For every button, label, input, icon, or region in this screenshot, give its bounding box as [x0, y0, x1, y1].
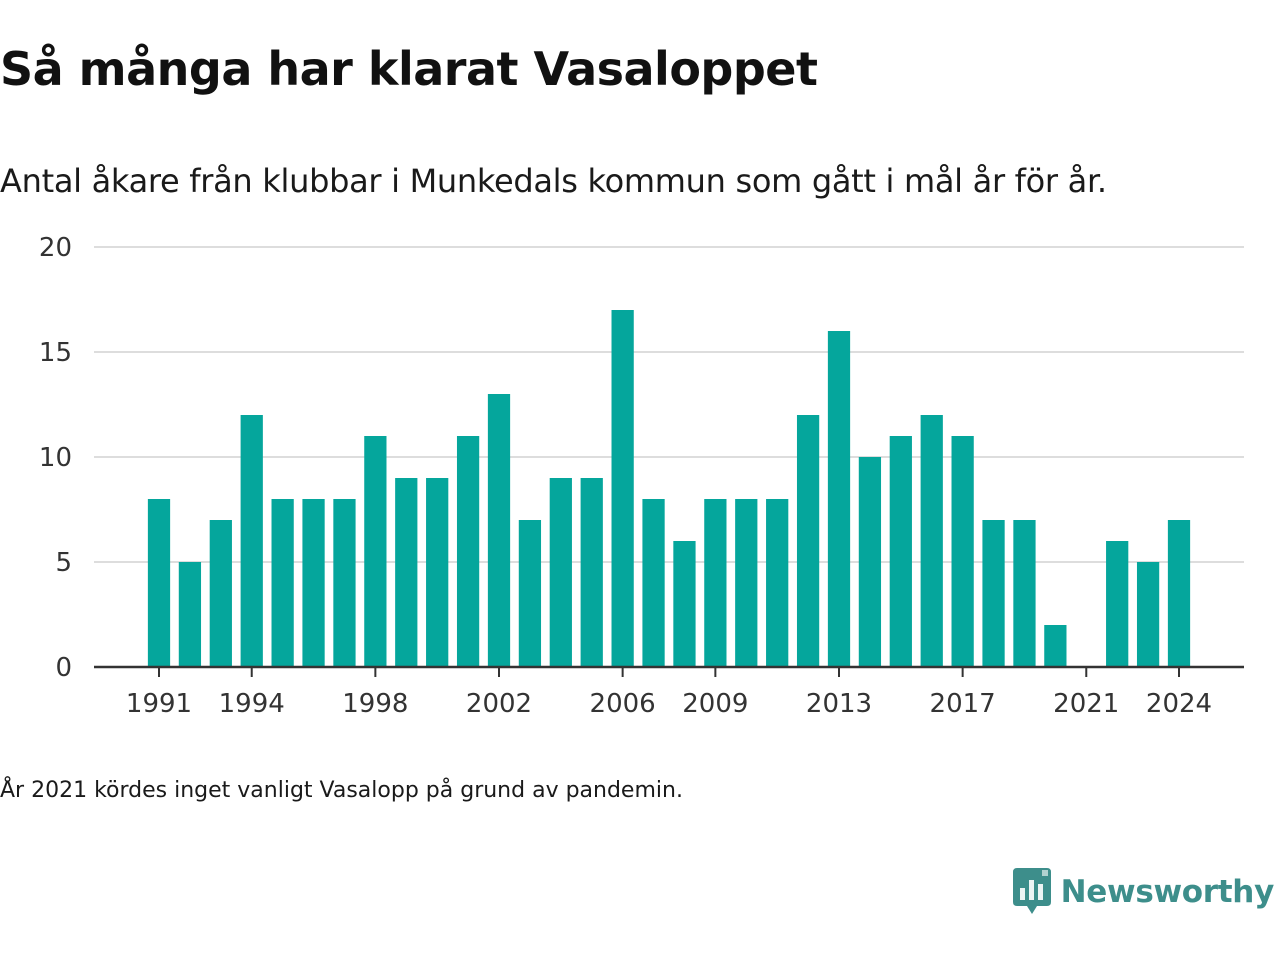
y-tick-label: 0: [55, 653, 72, 683]
y-tick-label: 10: [39, 443, 72, 473]
chart-subtitle: Antal åkare från klubbar i Munkedals kom…: [0, 162, 1107, 200]
x-axis-labels: 1991 1994 1998 2002 2006 2009 2013 2017 2021 2024: [126, 689, 1212, 719]
x-tick-label: 2021: [1053, 689, 1119, 719]
y-tick-label: 5: [55, 548, 72, 578]
bar: [642, 499, 665, 667]
y-tick-label: 20: [39, 233, 72, 263]
x-tick-label: 1994: [219, 689, 285, 719]
bar: [704, 499, 727, 667]
bar: [456, 436, 480, 667]
x-tick-label: 2024: [1146, 689, 1212, 719]
bar: [178, 562, 202, 667]
newsworthy-logo[interactable]: Newsworthy: [1012, 868, 1275, 916]
x-tick-label: 2006: [590, 689, 656, 719]
brand-name: Newsworthy: [1060, 874, 1275, 910]
bar: [518, 520, 542, 667]
bar: [796, 415, 820, 667]
bar: [271, 499, 294, 667]
bar: [426, 478, 449, 667]
x-tick-label: 2009: [682, 689, 748, 719]
x-tick-label: 2002: [466, 689, 532, 719]
bar: [982, 520, 1005, 667]
newsworthy-logo-icon: [1012, 868, 1051, 914]
bar: [147, 499, 171, 667]
bar: [920, 415, 943, 667]
bar: [1167, 520, 1191, 667]
bar: [1044, 625, 1067, 667]
y-tick-label: 15: [39, 338, 72, 368]
bar: [302, 499, 325, 667]
x-tick-label: 1998: [342, 689, 408, 719]
bar: [858, 457, 882, 667]
bar: [766, 499, 789, 667]
x-tick-label: 2013: [806, 689, 872, 719]
bar: [333, 499, 356, 667]
bar: [209, 520, 232, 667]
bar: [580, 478, 603, 667]
footnote: År 2021 kördes inget vanligt Vasalopp på…: [0, 778, 683, 803]
bar: [549, 478, 572, 667]
bar: [364, 436, 387, 667]
bar: [395, 478, 418, 667]
x-axis: [94, 665, 1244, 677]
bar: [951, 436, 974, 667]
bars: [147, 310, 1191, 667]
chart-title: Så många har klarat Vasaloppet: [0, 42, 818, 96]
bar: [1013, 520, 1036, 667]
bar-chart: 0 5 10 15 20 1991 1994 1998 2002 2006 2009 2013 201…: [39, 233, 1244, 719]
bar: [673, 541, 696, 667]
bar: [827, 331, 851, 667]
x-tick-label: 2017: [930, 689, 996, 719]
bar: [735, 499, 758, 667]
bar: [611, 310, 634, 667]
x-tick-label: 1991: [126, 689, 192, 719]
y-axis-labels: 0 5 10 15 20: [39, 233, 72, 683]
bar: [240, 415, 263, 667]
bar: [889, 436, 912, 667]
bar: [1136, 562, 1160, 667]
bar: [487, 394, 511, 667]
gridlines: [94, 246, 1244, 563]
bar: [1106, 541, 1129, 667]
